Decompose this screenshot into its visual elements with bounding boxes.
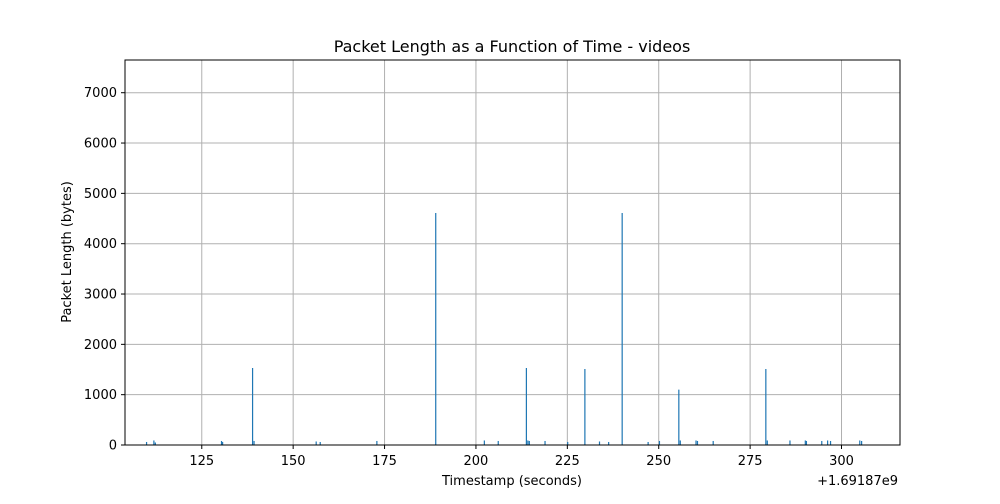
bars — [145, 212, 863, 445]
x-tick-label: 200 — [464, 454, 489, 469]
packet-bar — [621, 212, 623, 445]
x-tick-label: 275 — [738, 454, 763, 469]
packet-bar — [527, 440, 529, 445]
packet-bar — [679, 440, 681, 445]
y-tick-label: 3000 — [84, 288, 117, 303]
packet-bar — [483, 440, 485, 445]
ticks: 125 150 175 200 225 250 275 3000100020003000400… — [84, 86, 854, 469]
packet-bar — [220, 440, 223, 445]
packet-bar — [829, 440, 832, 445]
packet-bar — [647, 441, 649, 445]
packet-bar — [805, 440, 808, 445]
packet-bar — [765, 369, 767, 445]
packet-bar — [251, 368, 254, 445]
packet-bar — [804, 440, 806, 445]
packet-bar — [861, 440, 863, 445]
packet-bar — [153, 440, 155, 445]
packet-bar — [253, 440, 255, 445]
chart-title: Packet Length as a Function of Time - vi… — [334, 37, 691, 56]
x-tick-label: 175 — [372, 454, 397, 469]
packet-bar — [528, 440, 530, 445]
grid — [125, 60, 900, 446]
y-tick-label: 0 — [109, 439, 117, 454]
x-tick-label: 250 — [646, 454, 671, 469]
packet-bar — [154, 442, 156, 445]
y-tick-label: 6000 — [84, 137, 117, 152]
packet-bar — [584, 369, 586, 445]
axes-frame — [124, 59, 901, 446]
x-tick-label: 125 — [189, 454, 214, 469]
packet-bar — [567, 441, 569, 445]
packet-bar — [658, 440, 661, 445]
packet-bar — [827, 440, 829, 445]
y-tick-label: 2000 — [84, 338, 117, 353]
x-tick-label: 150 — [281, 454, 306, 469]
packet-bar — [435, 212, 437, 445]
packet-bar — [695, 440, 697, 445]
x-axis-offset-label: +1.69187e9 — [817, 474, 898, 489]
packet-bar — [678, 389, 680, 445]
x-axis-label: Timestamp (seconds) — [441, 474, 582, 489]
packet-bar — [821, 440, 823, 445]
packet-bar — [789, 440, 791, 445]
packet-bar — [319, 441, 321, 445]
packet-bar — [859, 440, 861, 445]
y-tick-label: 7000 — [84, 86, 117, 101]
packet-bar — [376, 440, 378, 445]
packet-bar — [608, 441, 610, 445]
x-tick-label: 300 — [829, 454, 854, 469]
packet-bar — [315, 441, 317, 445]
y-tick-label: 5000 — [84, 187, 117, 202]
packet-bar — [525, 368, 527, 445]
packet-bar — [145, 441, 148, 445]
packet-bar — [544, 440, 546, 445]
y-axis-label: Packet Length (bytes) — [60, 181, 75, 323]
x-tick-label: 225 — [555, 454, 580, 469]
y-tick-label: 4000 — [84, 237, 117, 252]
packet-bar — [598, 441, 601, 445]
packet-bar — [712, 440, 714, 445]
packet-bar — [696, 440, 699, 445]
packet-bar — [766, 440, 768, 445]
packet-bar — [497, 440, 499, 445]
y-tick-label: 1000 — [84, 388, 117, 403]
packet-bar — [222, 441, 224, 445]
